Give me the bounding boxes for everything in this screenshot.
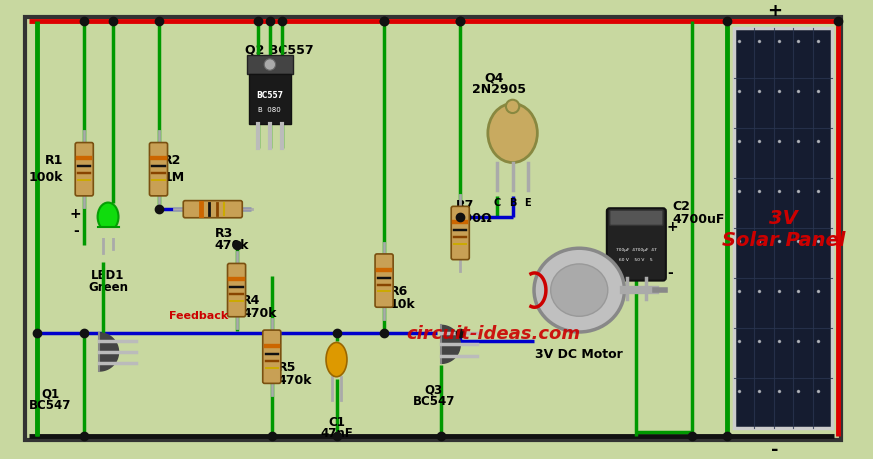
Text: Green: Green bbox=[88, 280, 128, 293]
Text: 700μF  4700μF  47: 700μF 4700μF 47 bbox=[616, 248, 656, 252]
Text: 10k: 10k bbox=[390, 297, 416, 310]
Text: 3V DC Motor: 3V DC Motor bbox=[535, 347, 623, 360]
Circle shape bbox=[265, 60, 276, 71]
Text: -: - bbox=[771, 440, 778, 458]
Text: BC557: BC557 bbox=[257, 91, 284, 100]
Text: R5: R5 bbox=[278, 360, 296, 373]
FancyBboxPatch shape bbox=[263, 330, 281, 384]
Bar bbox=[247, 56, 292, 75]
Text: 390Ω: 390Ω bbox=[456, 212, 492, 225]
Polygon shape bbox=[100, 333, 119, 371]
Text: C1: C1 bbox=[328, 415, 345, 428]
Text: B: B bbox=[509, 197, 516, 207]
FancyBboxPatch shape bbox=[183, 201, 243, 218]
Text: 47nF: 47nF bbox=[320, 426, 353, 439]
Text: R1: R1 bbox=[45, 154, 64, 167]
Text: R6: R6 bbox=[390, 284, 408, 297]
Text: 4700uF: 4700uF bbox=[672, 213, 725, 226]
FancyBboxPatch shape bbox=[75, 143, 93, 196]
Text: Q2 BC557: Q2 BC557 bbox=[245, 44, 313, 56]
Bar bbox=[97, 227, 120, 238]
Text: 1M: 1M bbox=[163, 171, 184, 184]
Text: circuit-ideas.com: circuit-ideas.com bbox=[407, 324, 581, 342]
Text: 470k: 470k bbox=[278, 373, 312, 386]
Ellipse shape bbox=[488, 104, 538, 163]
Text: B  080: B 080 bbox=[258, 107, 281, 113]
Text: 100k: 100k bbox=[29, 171, 64, 184]
Text: BC547: BC547 bbox=[412, 394, 455, 407]
Ellipse shape bbox=[534, 249, 624, 332]
Polygon shape bbox=[441, 325, 460, 364]
Text: 470k: 470k bbox=[243, 307, 277, 320]
Text: E: E bbox=[525, 197, 531, 207]
Text: BC547: BC547 bbox=[29, 398, 72, 411]
Text: 60 V    50 V    5: 60 V 50 V 5 bbox=[620, 257, 653, 261]
Ellipse shape bbox=[551, 264, 608, 317]
Bar bbox=[249, 75, 291, 124]
Text: 470k: 470k bbox=[215, 238, 249, 251]
Ellipse shape bbox=[326, 343, 347, 377]
Text: Q4: Q4 bbox=[484, 72, 503, 84]
Text: -: - bbox=[72, 224, 79, 238]
Ellipse shape bbox=[98, 203, 119, 232]
FancyBboxPatch shape bbox=[451, 207, 470, 260]
Text: -: - bbox=[667, 265, 672, 280]
Text: Q1: Q1 bbox=[41, 386, 59, 399]
Text: 2N2905: 2N2905 bbox=[472, 83, 526, 96]
Text: Q3: Q3 bbox=[424, 383, 443, 396]
Text: LED1: LED1 bbox=[92, 269, 125, 281]
Text: +: + bbox=[766, 2, 782, 20]
FancyBboxPatch shape bbox=[375, 254, 393, 308]
Text: R7: R7 bbox=[456, 198, 474, 212]
Circle shape bbox=[506, 101, 519, 114]
Text: C: C bbox=[494, 197, 501, 207]
FancyBboxPatch shape bbox=[149, 143, 168, 196]
FancyBboxPatch shape bbox=[609, 211, 663, 226]
Text: R3: R3 bbox=[215, 227, 233, 240]
Text: +: + bbox=[667, 220, 678, 234]
FancyBboxPatch shape bbox=[607, 209, 666, 281]
Text: R4: R4 bbox=[243, 293, 261, 307]
FancyBboxPatch shape bbox=[228, 264, 245, 317]
Text: +: + bbox=[70, 207, 81, 220]
Bar bbox=[734, 29, 833, 428]
Text: C2: C2 bbox=[672, 200, 691, 213]
Text: R2: R2 bbox=[163, 154, 182, 167]
Text: Feedback: Feedback bbox=[168, 310, 228, 320]
Text: 3V
Solar Panel: 3V Solar Panel bbox=[722, 208, 845, 249]
